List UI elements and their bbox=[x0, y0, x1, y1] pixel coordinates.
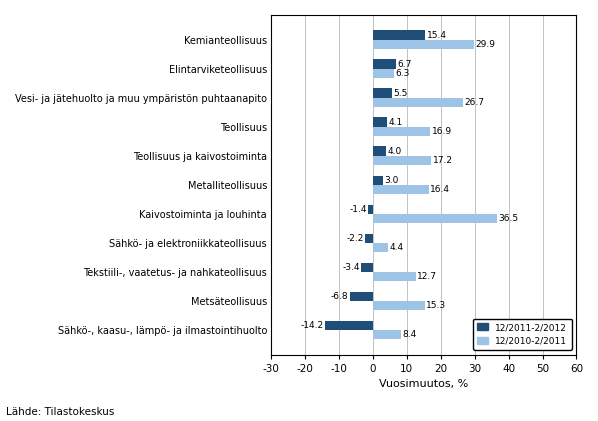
Bar bbox=[373, 214, 497, 223]
Bar bbox=[373, 127, 430, 136]
Bar bbox=[350, 292, 373, 301]
Bar bbox=[373, 59, 396, 69]
Text: 36.5: 36.5 bbox=[498, 214, 518, 223]
Text: 29.9: 29.9 bbox=[475, 40, 496, 49]
Text: 16.4: 16.4 bbox=[430, 185, 450, 194]
Bar bbox=[373, 301, 425, 310]
Bar bbox=[373, 40, 474, 49]
Text: 12.7: 12.7 bbox=[417, 272, 437, 281]
Text: 26.7: 26.7 bbox=[465, 98, 485, 107]
Text: 17.2: 17.2 bbox=[432, 156, 453, 165]
Bar bbox=[373, 243, 388, 252]
Bar bbox=[373, 156, 431, 165]
Bar bbox=[373, 69, 394, 78]
Bar bbox=[373, 98, 463, 107]
Text: 16.9: 16.9 bbox=[432, 127, 451, 136]
Bar bbox=[373, 176, 383, 185]
Text: 3.0: 3.0 bbox=[385, 176, 399, 185]
Text: 4.0: 4.0 bbox=[388, 147, 402, 156]
Text: 4.1: 4.1 bbox=[388, 117, 402, 127]
Text: 6.7: 6.7 bbox=[397, 60, 411, 69]
Text: 4.4: 4.4 bbox=[389, 243, 403, 252]
Bar bbox=[373, 272, 416, 281]
Bar bbox=[373, 185, 429, 194]
Bar bbox=[373, 330, 401, 339]
Bar bbox=[361, 263, 373, 272]
Bar bbox=[373, 88, 392, 98]
Bar bbox=[373, 30, 425, 40]
Text: 15.4: 15.4 bbox=[426, 31, 447, 40]
Bar bbox=[373, 147, 386, 156]
Text: 6.3: 6.3 bbox=[396, 69, 410, 78]
Text: 8.4: 8.4 bbox=[403, 330, 417, 339]
Text: -6.8: -6.8 bbox=[331, 292, 349, 301]
Text: -3.4: -3.4 bbox=[343, 263, 360, 272]
Bar bbox=[325, 320, 373, 330]
X-axis label: Vuosimuutos, %: Vuosimuutos, % bbox=[379, 379, 468, 389]
Text: -1.4: -1.4 bbox=[349, 205, 367, 214]
Text: 5.5: 5.5 bbox=[393, 88, 407, 98]
Bar bbox=[365, 234, 373, 243]
Text: Lähde: Tilastokeskus: Lähde: Tilastokeskus bbox=[6, 407, 114, 417]
Text: 15.3: 15.3 bbox=[426, 301, 446, 310]
Text: -14.2: -14.2 bbox=[300, 321, 324, 330]
Legend: 12/2011-2/2012, 12/2010-2/2011: 12/2011-2/2012, 12/2010-2/2011 bbox=[473, 319, 572, 350]
Text: -2.2: -2.2 bbox=[347, 234, 364, 242]
Bar bbox=[368, 205, 373, 214]
Bar bbox=[373, 117, 387, 127]
